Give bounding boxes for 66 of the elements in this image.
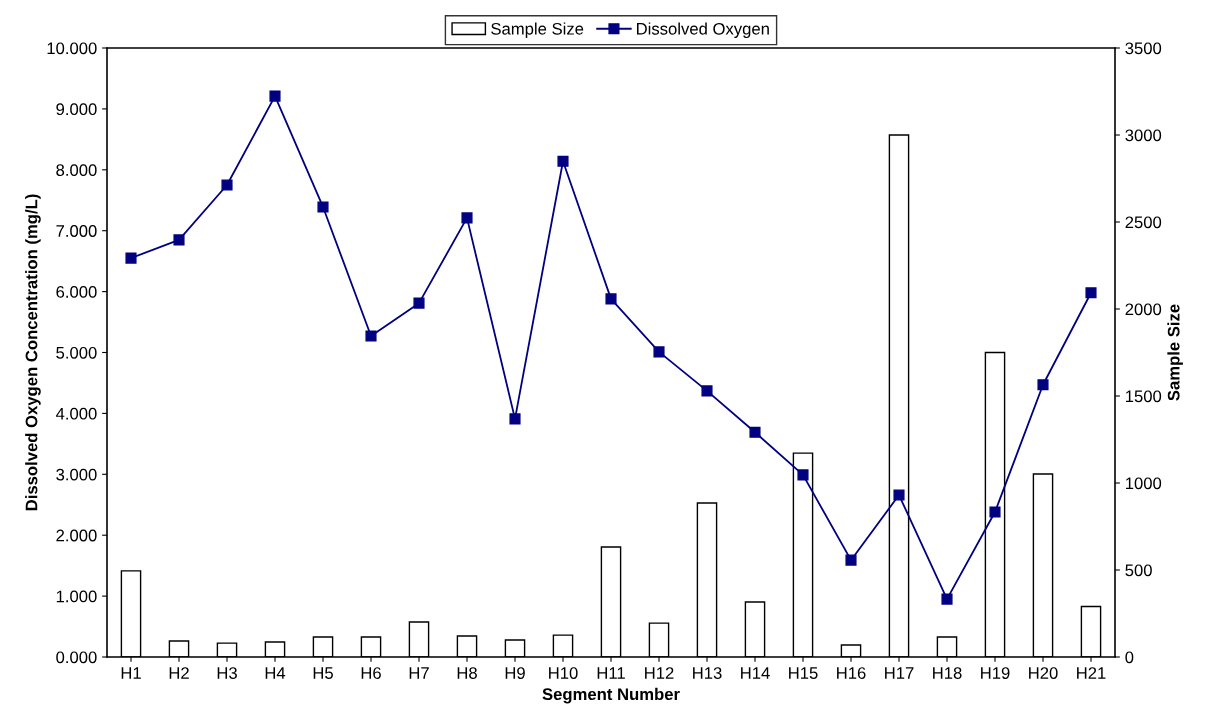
point xyxy=(653,346,665,358)
x-tick-label: H9 xyxy=(505,667,525,679)
x-tick-label: H1 xyxy=(121,667,141,679)
x-axis-title: Segment Number xyxy=(542,687,680,704)
x-tick-label: H21 xyxy=(1077,667,1106,679)
point xyxy=(125,252,137,264)
point xyxy=(941,593,953,605)
point xyxy=(1085,287,1097,299)
x-tick-label: H18 xyxy=(933,667,962,679)
x-tick-label: H5 xyxy=(313,667,333,679)
point xyxy=(269,90,281,102)
x-tick-label: H14 xyxy=(741,667,770,679)
point xyxy=(557,155,569,167)
y2-tick-label: 1500 xyxy=(1125,390,1162,403)
x-tick-label: H2 xyxy=(169,667,189,679)
y-tick-label: 6.000 xyxy=(56,286,97,298)
y-tick-label: 1.000 xyxy=(56,590,97,603)
x-tick-label: H11 xyxy=(597,667,625,679)
y2-tick-label: 2000 xyxy=(1125,303,1162,316)
point xyxy=(317,201,329,213)
point xyxy=(797,469,809,481)
point xyxy=(365,330,377,342)
x-tick-label: H10 xyxy=(549,667,578,679)
y-tick-label: 4.000 xyxy=(55,407,97,420)
point xyxy=(989,506,1001,518)
y-tick-label: 5.000 xyxy=(56,346,97,359)
y2-tick-label: 0 xyxy=(1125,651,1134,664)
point xyxy=(221,179,233,191)
y-tick-label: 0.000 xyxy=(56,651,97,664)
point xyxy=(845,554,857,566)
point xyxy=(1037,379,1049,391)
y-tick-label: 7.000 xyxy=(56,225,97,237)
x-tick-label: H13 xyxy=(693,667,722,679)
y2-tick-label: 1000 xyxy=(1125,477,1162,490)
x-tick-label: H15 xyxy=(789,667,818,679)
x-tick-label: H3 xyxy=(217,667,237,679)
x-tick-label: H8 xyxy=(457,667,477,679)
point xyxy=(605,293,617,305)
point xyxy=(509,413,521,425)
y2-tick-label: 500 xyxy=(1125,564,1152,577)
y-axis-title: Dissolved Oxygen Concentration (mg/L) xyxy=(25,194,41,511)
x-tick-label: H12 xyxy=(645,667,674,679)
y2-tick-label: 3500 xyxy=(1125,42,1162,55)
point xyxy=(749,426,761,438)
x-tick-label: H4 xyxy=(265,667,286,679)
y-tick-label: 9.000 xyxy=(56,103,97,116)
point xyxy=(701,385,713,397)
point xyxy=(413,297,425,309)
point xyxy=(173,234,185,246)
x-tick-label: H17 xyxy=(885,667,914,679)
x-tick-label: H19 xyxy=(981,667,1010,679)
y-tick-label: 8.000 xyxy=(56,164,97,176)
x-tick-label: H20 xyxy=(1029,667,1058,679)
point xyxy=(893,489,905,501)
y2-tick-label: 2500 xyxy=(1125,216,1162,229)
y-tick-label: 10.000 xyxy=(47,42,97,55)
x-tick-label: H7 xyxy=(409,667,429,679)
x-tick-label: H16 xyxy=(837,667,866,679)
x-tick-label: H6 xyxy=(361,667,381,679)
y2-tick-label: 3000 xyxy=(1125,129,1162,142)
y-tick-label: 2.000 xyxy=(56,529,97,542)
legend-label: Sample Size xyxy=(491,22,584,38)
legend-label: Dissolved Oxygen xyxy=(636,22,769,38)
point xyxy=(461,212,473,224)
y-tick-label: 3.000 xyxy=(56,468,97,481)
y2-axis-title: Sample Size xyxy=(1167,304,1183,401)
